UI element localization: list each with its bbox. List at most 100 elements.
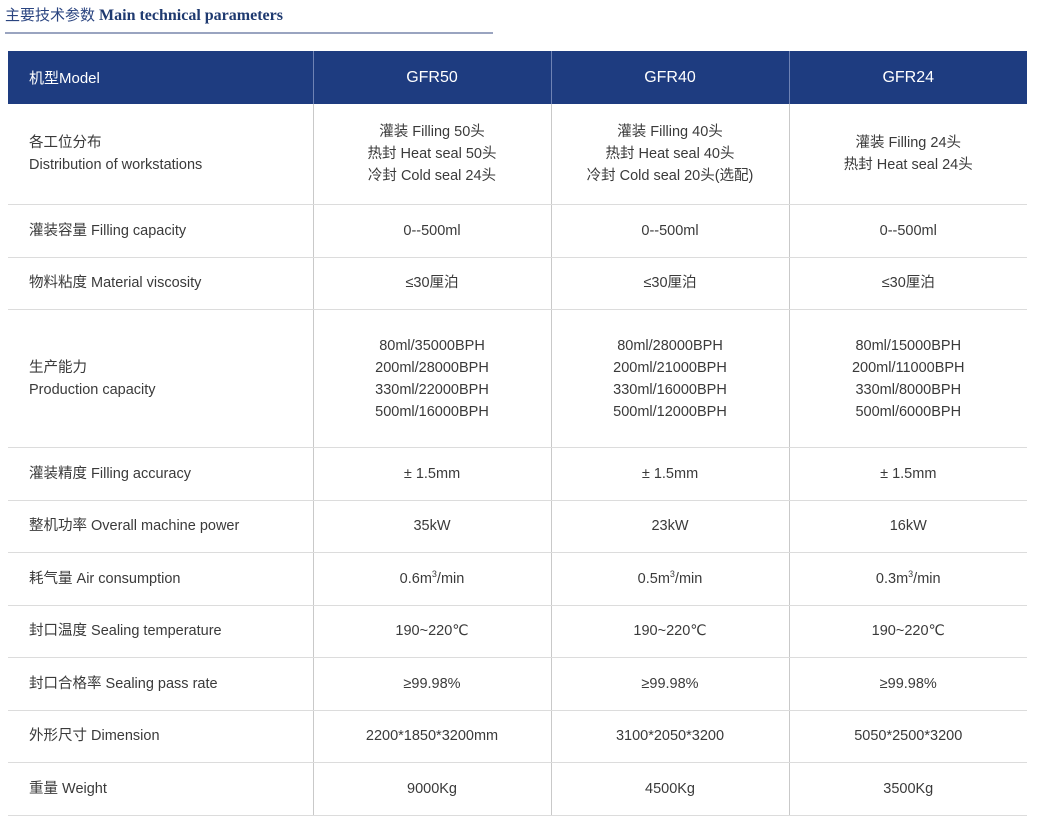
table-row: 灌装精度 Filling accuracy ± 1.5mm ± 1.5mm ± 1.5…: [8, 447, 1027, 501]
value-line: 190~220℃: [395, 623, 469, 640]
value-line: 2200*1850*3200mm: [365, 728, 499, 745]
value-cell-gfr24: ≥99.98%: [788, 657, 1027, 711]
table-row: 生产能力 Production capacity 80ml/35000BPH 200m…: [8, 309, 1027, 448]
value-line: ≤30厘泊: [405, 275, 459, 292]
value-line: 200ml/28000BPH: [375, 359, 489, 376]
table-row: 整机功率 Overall machine power 35kW 23kW 16kW: [8, 500, 1027, 553]
value-line: 0--500ml: [641, 222, 699, 239]
header-cell-model-label: 机型Model: [8, 51, 313, 104]
row-label-english: Sealing pass rate: [101, 675, 218, 692]
title-underline-rule: [5, 32, 493, 34]
value-line: ≥99.98%: [879, 675, 937, 692]
value-line: 80ml/28000BPH: [617, 337, 723, 354]
header-cell-gfr50: GFR50: [312, 51, 551, 104]
row-label-chinese: 耗气量: [29, 570, 73, 587]
value-cell-gfr40: ≥99.98%: [550, 657, 789, 711]
row-label-cell: 灌装容量 Filling capacity: [8, 204, 313, 258]
value-cell-gfr24: 0.3m3/min: [788, 552, 1027, 606]
table-body: 各工位分布 Distribution of workstations 灌装 Fill…: [8, 104, 1027, 816]
value-line: 0--500ml: [403, 222, 461, 239]
value-cell-gfr40: ± 1.5mm: [550, 447, 789, 501]
value-line: 热封 Heat seal 40头: [605, 146, 735, 162]
value-line: 热封 Heat seal 24头: [843, 157, 973, 173]
value-line: ≤30厘泊: [643, 275, 697, 292]
value-line: 热封 Heat seal 50头: [367, 146, 497, 162]
row-label-chinese: 灌装容量: [29, 222, 87, 239]
value-line: 330ml/16000BPH: [613, 381, 727, 398]
value-line: 0--500ml: [879, 222, 937, 239]
value-cell-gfr24: ± 1.5mm: [788, 447, 1027, 501]
value-cell-gfr40: 3100*2050*3200: [550, 710, 789, 763]
value-cell-gfr40: 0--500ml: [550, 204, 789, 258]
row-label-cell: 封口温度 Sealing temperature: [8, 605, 313, 658]
value-cell-gfr50: 2200*1850*3200mm: [312, 710, 551, 763]
row-label-chinese: 生产能力: [29, 359, 87, 376]
value-line: 4500Kg: [645, 780, 695, 797]
value-cell-gfr50: 0--500ml: [312, 204, 551, 258]
row-label-cell: 外形尺寸 Dimension: [8, 710, 313, 763]
value-cell-gfr40: 灌装 Filling 40头 热封 Heat seal 40头 冷封 Cold se…: [550, 104, 789, 205]
value-line: 灌装 Filling 50头: [379, 124, 485, 140]
row-label-cell: 重量 Weight: [8, 762, 313, 816]
value-line: 9000Kg: [407, 780, 457, 797]
value-line: ≥99.98%: [641, 675, 699, 692]
row-label-chinese: 封口合格率: [29, 675, 102, 692]
value-cell-gfr40: 80ml/28000BPH 200ml/21000BPH 330ml/16000BP…: [550, 309, 789, 448]
value-line: 16kW: [889, 518, 927, 535]
table-row: 灌装容量 Filling capacity 0--500ml 0--500ml 0--…: [8, 204, 1027, 258]
value-line: 330ml/22000BPH: [375, 381, 489, 398]
value-line: ± 1.5mm: [880, 465, 937, 482]
row-label-english: Dimension: [87, 728, 160, 745]
value-line: ± 1.5mm: [641, 465, 699, 482]
value-cell-gfr24: 5050*2500*3200: [788, 710, 1027, 763]
value-line: 0.5m3/min: [637, 568, 703, 587]
value-line: ≤30厘泊: [881, 275, 935, 292]
table-row: 各工位分布 Distribution of workstations 灌装 Fill…: [8, 104, 1027, 205]
value-cell-gfr50: 灌装 Filling 50头 热封 Heat seal 50头 冷封 Cold se…: [312, 104, 551, 205]
value-cell-gfr40: 0.5m3/min: [550, 552, 789, 606]
row-label-chinese: 各工位分布: [29, 135, 102, 151]
row-label-english: Material viscosity: [87, 275, 202, 292]
row-label-english: Weight: [58, 780, 107, 797]
value-line: 200ml/11000BPH: [851, 359, 965, 376]
header-cell-gfr40: GFR40: [550, 51, 789, 104]
row-label-english: Filling accuracy: [87, 465, 191, 482]
value-line: 3100*2050*3200: [615, 728, 725, 745]
table-row: 耗气量 Air consumption 0.6m3/min 0.5m3/min 0.3…: [8, 552, 1027, 606]
row-label-chinese: 整机功率: [29, 518, 87, 535]
row-label-chinese: 物料粘度: [29, 275, 87, 292]
value-line: 0.3m3/min: [875, 568, 941, 587]
row-label-cell: 物料粘度 Material viscosity: [8, 257, 313, 310]
value-cell-gfr24: 0--500ml: [788, 204, 1027, 258]
value-cell-gfr24: 16kW: [788, 500, 1027, 553]
row-label-chinese: 封口温度: [29, 623, 87, 640]
value-line: 冷封 Cold seal 20头(选配): [586, 168, 754, 184]
spec-table-container: 机型Model GFR50 GFR40 GFR24 各工位分布 Distribut…: [8, 51, 1027, 816]
row-label-chinese: 重量: [29, 780, 58, 797]
table-header-row: 机型Model GFR50 GFR40 GFR24: [8, 51, 1027, 104]
value-cell-gfr40: ≤30厘泊: [550, 257, 789, 310]
value-line: 冷封 Cold seal 24头: [367, 168, 497, 184]
row-label-cell: 整机功率 Overall machine power: [8, 500, 313, 553]
value-line: 80ml/35000BPH: [379, 337, 485, 354]
value-cell-gfr50: 190~220℃: [312, 605, 551, 658]
row-label-english: Air consumption: [72, 570, 181, 587]
value-line: 3500Kg: [883, 780, 934, 797]
main-technical-parameters-table: 机型Model GFR50 GFR40 GFR24 各工位分布 Distribut…: [8, 51, 1027, 816]
value-cell-gfr50: ± 1.5mm: [312, 447, 551, 501]
row-label-english: Filling capacity: [87, 222, 187, 239]
value-line: ≥99.98%: [403, 675, 461, 692]
value-line: 5050*2500*3200: [854, 728, 963, 745]
value-cell-gfr24: 80ml/15000BPH 200ml/11000BPH 330ml/8000BPH…: [788, 309, 1027, 448]
value-cell-gfr24: 灌装 Filling 24头 热封 Heat seal 24头: [788, 104, 1027, 205]
row-label-cell: 生产能力 Production capacity: [8, 309, 313, 448]
value-line: ± 1.5mm: [403, 465, 461, 482]
value-line: 0.6m3/min: [399, 568, 465, 587]
row-label-cell: 封口合格率 Sealing pass rate: [8, 657, 313, 711]
row-label-english: Sealing temperature: [87, 623, 222, 640]
row-label-english: Overall machine power: [87, 518, 240, 535]
value-cell-gfr24: 3500Kg: [788, 762, 1027, 816]
page-title: 主要技术参数 Main technical parameters: [5, 6, 494, 26]
value-cell-gfr40: 190~220℃: [550, 605, 789, 658]
table-header: 机型Model GFR50 GFR40 GFR24: [8, 51, 1027, 104]
